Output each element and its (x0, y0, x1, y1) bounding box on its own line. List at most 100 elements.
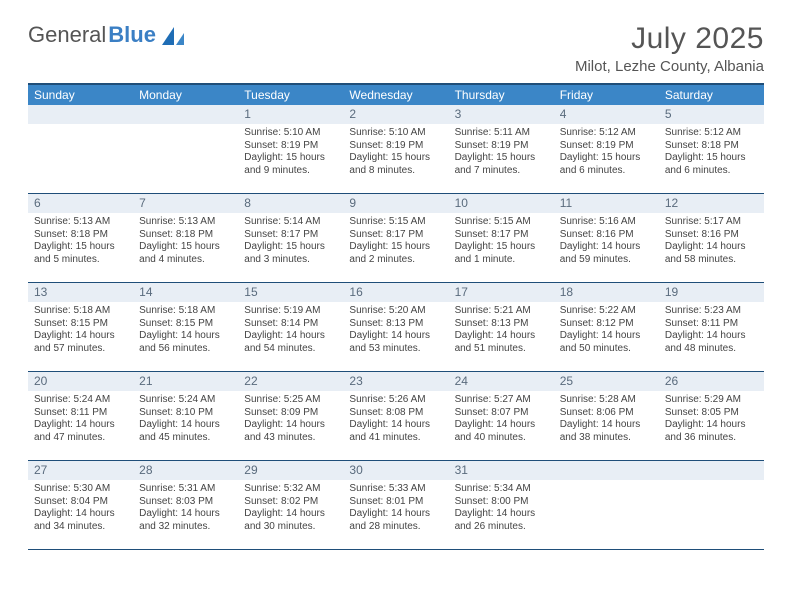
day-number: 13 (28, 283, 133, 302)
sunset-text: Sunset: 8:16 PM (560, 229, 653, 242)
sunset-text: Sunset: 8:02 PM (244, 496, 337, 509)
daylight-text: Daylight: 15 hours and 5 minutes. (34, 241, 127, 266)
day-number: 12 (659, 194, 764, 213)
sunrise-text: Sunrise: 5:11 AM (455, 127, 548, 140)
daylight-text: Daylight: 14 hours and 40 minutes. (455, 419, 548, 444)
day-content: Sunrise: 5:30 AMSunset: 8:04 PMDaylight:… (28, 480, 133, 539)
day-number: 31 (449, 461, 554, 480)
day-content: Sunrise: 5:18 AMSunset: 8:15 PMDaylight:… (133, 302, 238, 361)
sunset-text: Sunset: 8:18 PM (139, 229, 232, 242)
day-cell: 14Sunrise: 5:18 AMSunset: 8:15 PMDayligh… (133, 283, 238, 371)
daylight-text: Daylight: 14 hours and 47 minutes. (34, 419, 127, 444)
day-content: Sunrise: 5:33 AMSunset: 8:01 PMDaylight:… (343, 480, 448, 539)
day-number: 1 (238, 105, 343, 124)
day-number: 17 (449, 283, 554, 302)
sunset-text: Sunset: 8:19 PM (244, 140, 337, 153)
day-number: 6 (28, 194, 133, 213)
header: GeneralBlue July 2025 Milot, Lezhe Count… (28, 22, 764, 75)
sunrise-text: Sunrise: 5:14 AM (244, 216, 337, 229)
day-cell: 16Sunrise: 5:20 AMSunset: 8:13 PMDayligh… (343, 283, 448, 371)
daylight-text: Daylight: 14 hours and 45 minutes. (139, 419, 232, 444)
day-number: 10 (449, 194, 554, 213)
day-content: Sunrise: 5:15 AMSunset: 8:17 PMDaylight:… (343, 213, 448, 272)
day-content: Sunrise: 5:12 AMSunset: 8:19 PMDaylight:… (554, 124, 659, 183)
sunrise-text: Sunrise: 5:12 AM (560, 127, 653, 140)
daylight-text: Daylight: 14 hours and 38 minutes. (560, 419, 653, 444)
sunset-text: Sunset: 8:17 PM (244, 229, 337, 242)
sunrise-text: Sunrise: 5:21 AM (455, 305, 548, 318)
day-cell: 22Sunrise: 5:25 AMSunset: 8:09 PMDayligh… (238, 372, 343, 460)
day-content: Sunrise: 5:14 AMSunset: 8:17 PMDaylight:… (238, 213, 343, 272)
day-number: 5 (659, 105, 764, 124)
day-cell: 21Sunrise: 5:24 AMSunset: 8:10 PMDayligh… (133, 372, 238, 460)
day-number: 18 (554, 283, 659, 302)
day-header-cell: Thursday (449, 85, 554, 105)
day-cell: 18Sunrise: 5:22 AMSunset: 8:12 PMDayligh… (554, 283, 659, 371)
day-header-row: Sunday Monday Tuesday Wednesday Thursday… (28, 85, 764, 105)
daylight-text: Daylight: 14 hours and 53 minutes. (349, 330, 442, 355)
day-cell: 25Sunrise: 5:28 AMSunset: 8:06 PMDayligh… (554, 372, 659, 460)
day-number: 15 (238, 283, 343, 302)
sunrise-text: Sunrise: 5:15 AM (455, 216, 548, 229)
day-header-cell: Wednesday (343, 85, 448, 105)
day-cell: 11Sunrise: 5:16 AMSunset: 8:16 PMDayligh… (554, 194, 659, 282)
sunrise-text: Sunrise: 5:17 AM (665, 216, 758, 229)
day-content: Sunrise: 5:13 AMSunset: 8:18 PMDaylight:… (28, 213, 133, 272)
sunrise-text: Sunrise: 5:13 AM (139, 216, 232, 229)
day-number: 19 (659, 283, 764, 302)
sunrise-text: Sunrise: 5:15 AM (349, 216, 442, 229)
sunset-text: Sunset: 8:19 PM (455, 140, 548, 153)
daylight-text: Daylight: 15 hours and 6 minutes. (560, 152, 653, 177)
sunrise-text: Sunrise: 5:20 AM (349, 305, 442, 318)
day-cell: 2Sunrise: 5:10 AMSunset: 8:19 PMDaylight… (343, 105, 448, 193)
day-cell: 20Sunrise: 5:24 AMSunset: 8:11 PMDayligh… (28, 372, 133, 460)
sunset-text: Sunset: 8:03 PM (139, 496, 232, 509)
day-content: Sunrise: 5:26 AMSunset: 8:08 PMDaylight:… (343, 391, 448, 450)
day-cell: 27Sunrise: 5:30 AMSunset: 8:04 PMDayligh… (28, 461, 133, 549)
day-header-cell: Tuesday (238, 85, 343, 105)
day-number: 26 (659, 372, 764, 391)
sunset-text: Sunset: 8:04 PM (34, 496, 127, 509)
day-number: 8 (238, 194, 343, 213)
sunset-text: Sunset: 8:12 PM (560, 318, 653, 331)
day-cell: 23Sunrise: 5:26 AMSunset: 8:08 PMDayligh… (343, 372, 448, 460)
daylight-text: Daylight: 14 hours and 48 minutes. (665, 330, 758, 355)
weeks-container: ..1Sunrise: 5:10 AMSunset: 8:19 PMDaylig… (28, 105, 764, 550)
day-number: 28 (133, 461, 238, 480)
day-number: 2 (343, 105, 448, 124)
day-number: 23 (343, 372, 448, 391)
month-title: July 2025 (575, 22, 764, 56)
day-cell: 31Sunrise: 5:34 AMSunset: 8:00 PMDayligh… (449, 461, 554, 549)
sunset-text: Sunset: 8:08 PM (349, 407, 442, 420)
day-number: 21 (133, 372, 238, 391)
sunset-text: Sunset: 8:14 PM (244, 318, 337, 331)
sunset-text: Sunset: 8:11 PM (665, 318, 758, 331)
day-content: Sunrise: 5:24 AMSunset: 8:11 PMDaylight:… (28, 391, 133, 450)
day-content: Sunrise: 5:13 AMSunset: 8:18 PMDaylight:… (133, 213, 238, 272)
daylight-text: Daylight: 14 hours and 54 minutes. (244, 330, 337, 355)
sunrise-text: Sunrise: 5:30 AM (34, 483, 127, 496)
sunset-text: Sunset: 8:07 PM (455, 407, 548, 420)
day-cell: 8Sunrise: 5:14 AMSunset: 8:17 PMDaylight… (238, 194, 343, 282)
day-cell: 4Sunrise: 5:12 AMSunset: 8:19 PMDaylight… (554, 105, 659, 193)
day-content: Sunrise: 5:11 AMSunset: 8:19 PMDaylight:… (449, 124, 554, 183)
sunset-text: Sunset: 8:11 PM (34, 407, 127, 420)
sunrise-text: Sunrise: 5:10 AM (349, 127, 442, 140)
logo-text-2: Blue (108, 22, 156, 48)
week-row: 6Sunrise: 5:13 AMSunset: 8:18 PMDaylight… (28, 194, 764, 283)
sunrise-text: Sunrise: 5:33 AM (349, 483, 442, 496)
logo-sail-icon (160, 25, 186, 47)
day-content: Sunrise: 5:15 AMSunset: 8:17 PMDaylight:… (449, 213, 554, 272)
day-cell: . (133, 105, 238, 193)
sunrise-text: Sunrise: 5:24 AM (139, 394, 232, 407)
day-cell: 26Sunrise: 5:29 AMSunset: 8:05 PMDayligh… (659, 372, 764, 460)
daylight-text: Daylight: 15 hours and 2 minutes. (349, 241, 442, 266)
day-cell: 9Sunrise: 5:15 AMSunset: 8:17 PMDaylight… (343, 194, 448, 282)
day-number: 7 (133, 194, 238, 213)
sunrise-text: Sunrise: 5:19 AM (244, 305, 337, 318)
daylight-text: Daylight: 15 hours and 7 minutes. (455, 152, 548, 177)
daylight-text: Daylight: 14 hours and 36 minutes. (665, 419, 758, 444)
week-row: 20Sunrise: 5:24 AMSunset: 8:11 PMDayligh… (28, 372, 764, 461)
day-content: Sunrise: 5:16 AMSunset: 8:16 PMDaylight:… (554, 213, 659, 272)
day-cell: 3Sunrise: 5:11 AMSunset: 8:19 PMDaylight… (449, 105, 554, 193)
